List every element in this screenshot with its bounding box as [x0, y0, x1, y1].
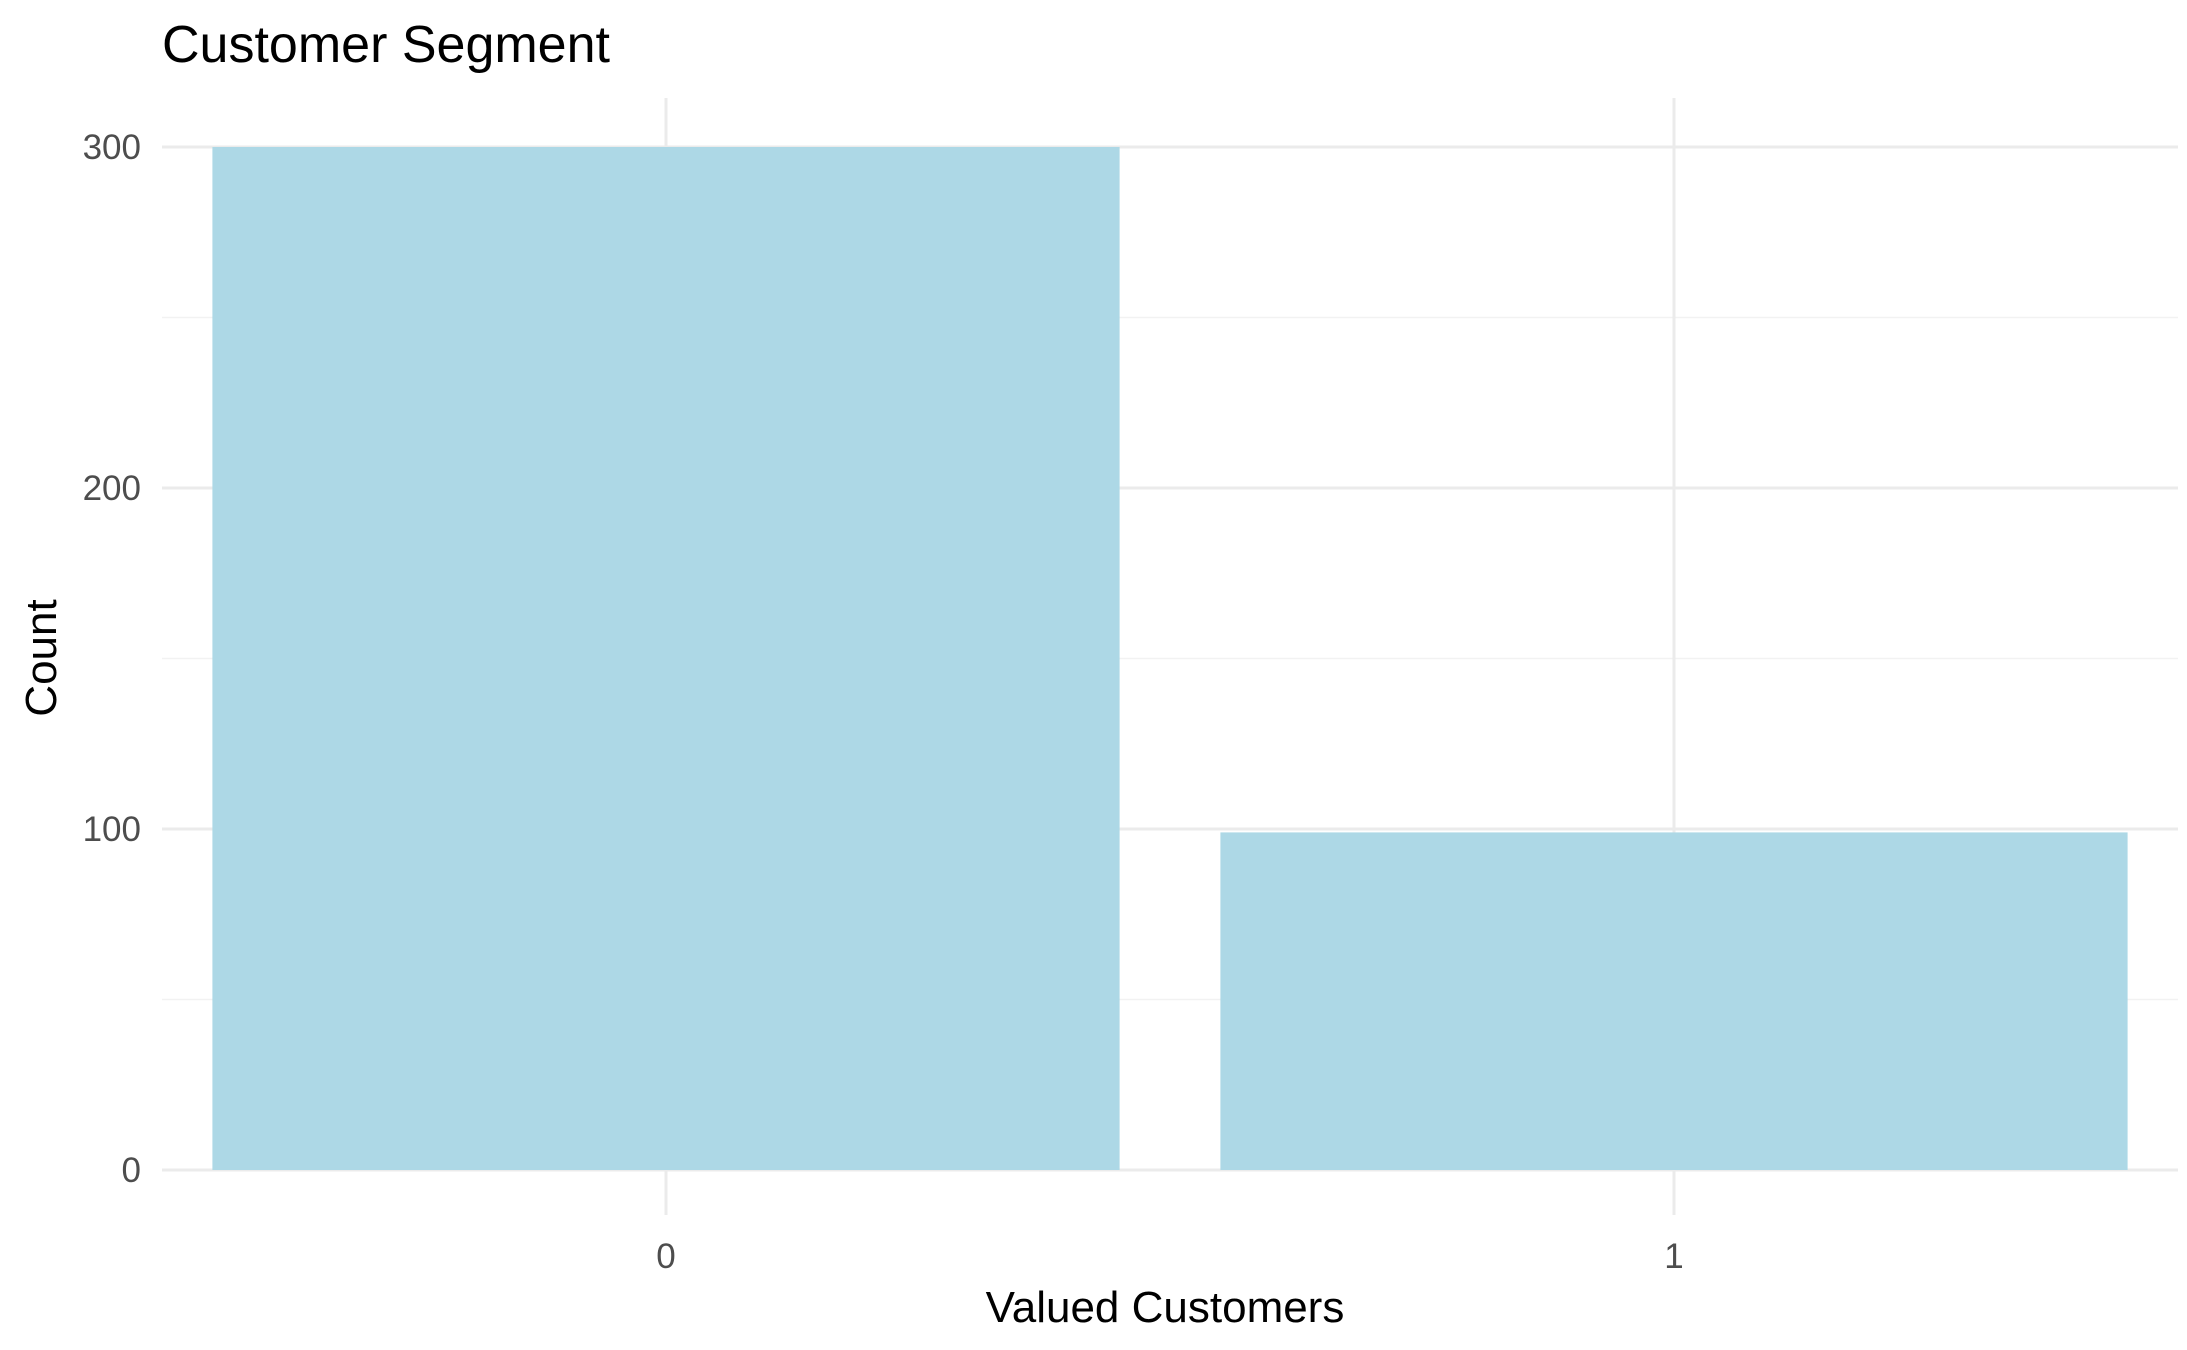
- y-tick-label: 0: [122, 1151, 141, 1190]
- y-tick-label: 300: [83, 128, 141, 167]
- bar-1: [1220, 832, 2128, 1170]
- tick-layer: 0 100 200 300 0 1: [83, 128, 1684, 1276]
- bar-layer: [212, 147, 2128, 1170]
- x-axis-title: Valued Customers: [986, 1283, 1345, 1332]
- y-tick-label: 100: [83, 810, 141, 849]
- x-tick-label: 1: [1664, 1237, 1683, 1276]
- chart-title: Customer Segment: [162, 16, 611, 74]
- x-tick-label: 0: [656, 1237, 675, 1276]
- bar-0: [212, 147, 1120, 1170]
- y-axis-title: Count: [17, 599, 66, 716]
- y-tick-label: 200: [83, 469, 141, 508]
